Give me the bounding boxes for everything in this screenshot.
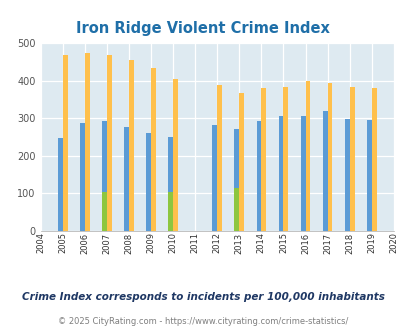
Bar (239, 92, 243, 231)
Bar (366, 120, 371, 231)
Bar (212, 125, 217, 231)
Bar (129, 60, 133, 231)
Bar (327, 83, 332, 231)
Bar (217, 85, 222, 231)
Bar (102, 121, 107, 231)
Bar (261, 88, 266, 231)
Bar (349, 87, 354, 231)
Bar (124, 127, 129, 231)
Bar (344, 119, 349, 231)
Bar (278, 116, 283, 231)
Text: Iron Ridge Violent Crime Index: Iron Ridge Violent Crime Index (76, 21, 329, 36)
Bar (168, 137, 173, 231)
Bar (168, 192, 173, 231)
Bar (62, 54, 67, 231)
Bar (173, 79, 177, 231)
Text: Crime Index corresponds to incidents per 100,000 inhabitants: Crime Index corresponds to incidents per… (21, 292, 384, 302)
Bar (234, 129, 239, 231)
Bar (305, 81, 309, 231)
Bar (234, 188, 239, 231)
Bar (371, 88, 376, 231)
Bar (102, 192, 107, 231)
Bar (151, 69, 156, 231)
Bar (85, 53, 90, 231)
Bar (58, 139, 62, 231)
Bar (107, 55, 111, 231)
Bar (283, 86, 288, 231)
Bar (300, 116, 305, 231)
Bar (80, 123, 85, 231)
Bar (322, 111, 327, 231)
Bar (256, 121, 261, 231)
Text: © 2025 CityRating.com - https://www.cityrating.com/crime-statistics/: © 2025 CityRating.com - https://www.city… (58, 317, 347, 326)
Bar (146, 133, 151, 231)
